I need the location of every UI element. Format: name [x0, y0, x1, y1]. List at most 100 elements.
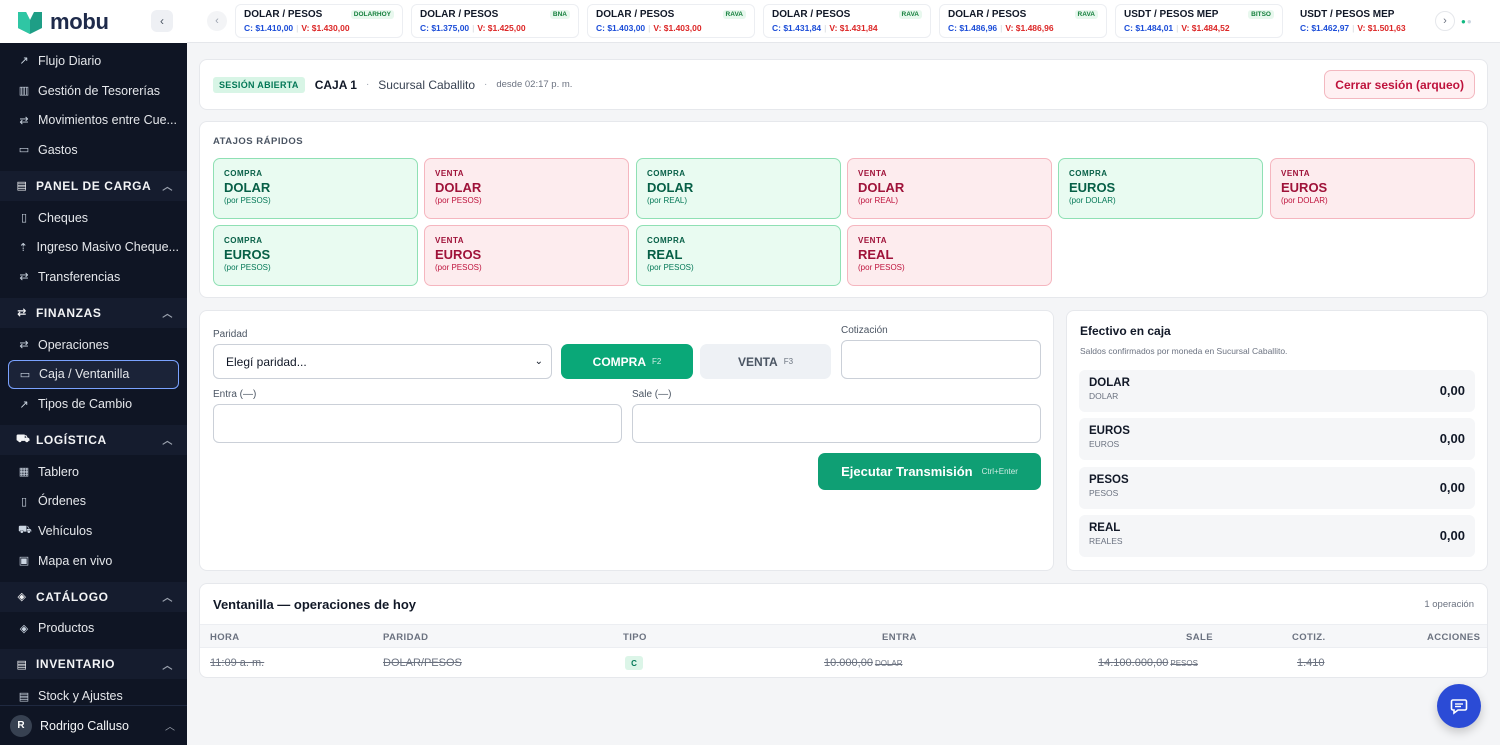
sidebar-item-caja-ventanilla[interactable]: ▭ Caja / Ventanilla [8, 359, 179, 390]
sidebar-item-vehiculos[interactable]: ⛟ Vehículos [8, 516, 179, 546]
map-icon: ▣ [18, 555, 30, 568]
shortcut-currency: DOLAR [858, 180, 905, 195]
ticker-buy: C: $1.403,00 [596, 23, 646, 33]
shortcut-by: (por DOLAR) [1069, 196, 1116, 205]
chevron-left-icon: ‹ [160, 14, 164, 28]
chevron-up-icon: ︿ [162, 593, 173, 605]
exchange-icon: ⇄ [17, 307, 27, 320]
currency-amount: 0,00 [1439, 431, 1465, 446]
ticker-card[interactable]: DOLAR / PESOS RAVA C: $1.431,84 | V: $1.431,… [763, 4, 931, 38]
ticker-pair: DOLAR / PESOS [772, 9, 851, 20]
cell-cotiz: 1.410 [1297, 657, 1325, 669]
shortcut-currency: DOLAR [224, 180, 271, 195]
ticker-prices: C: $1.403,00 | V: $1.403,00 [596, 23, 702, 33]
shortcut-card[interactable]: VENTA DOLAR (por PESOS) [424, 158, 629, 219]
compra-button[interactable]: COMPRA F2 [561, 344, 693, 379]
sidebar-item-tipos-de-cambio[interactable]: ↗ Tipos de Cambio [8, 389, 179, 419]
shortcut-card[interactable]: COMPRA EUROS (por PESOS) [213, 225, 418, 286]
shortcut-card[interactable]: VENTA EUROS (por DOLAR) [1270, 158, 1475, 219]
user-menu[interactable]: R Rodrigo Calluso ︿ [0, 705, 187, 745]
ticker-prices: C: $1.431,84 | V: $1.431,84 [772, 23, 878, 33]
entra-input[interactable] [213, 404, 622, 443]
section-title: FINANZAS [36, 305, 102, 320]
currency-sub: DOLAR [1089, 391, 1119, 401]
shortcut-by: (por PESOS) [435, 196, 482, 205]
th-hora: HORA [210, 632, 240, 643]
section-inventario[interactable]: ▤ INVENTARIO ︿ [0, 649, 187, 680]
sidebar-item-gestion-tesorerias[interactable]: ▥ Gestión de Tesorerías [8, 76, 179, 106]
sidebar-item-label: Productos [38, 621, 95, 636]
venta-button[interactable]: VENTA F3 [700, 344, 831, 379]
sidebar-item-flujo-diario[interactable]: ↗ Flujo Diario [8, 46, 179, 76]
section-catalogo[interactable]: ◈ CATÁLOGO ︿ [0, 581, 187, 612]
section-title: INVENTARIO [36, 657, 116, 672]
sidebar-item-stock[interactable]: ▤ Stock y Ajustes [8, 681, 179, 711]
section-logistica[interactable]: ⛟ LOGÍSTICA ︿ [0, 424, 187, 455]
shortcut-card[interactable]: COMPRA DOLAR (por REAL) [636, 158, 841, 219]
trend-icon: ↗ [19, 398, 29, 411]
chevron-up-icon: ︿ [165, 722, 175, 733]
paridad-select[interactable]: Elegí paridad... ⌄ [213, 344, 552, 379]
ticker-pagination-dots: ●● [1461, 16, 1473, 26]
sidebar-item-gastos[interactable]: ▭ Gastos [8, 135, 179, 165]
sidebar-item-productos[interactable]: ◈ Productos [8, 614, 179, 644]
ticker-card[interactable]: DOLAR / PESOS RAVA C: $1.486,96 | V: $1.486,… [939, 4, 1107, 38]
shortcut-card[interactable]: COMPRA DOLAR (por PESOS) [213, 158, 418, 219]
sidebar-item-operaciones[interactable]: ⇄ Operaciones [8, 330, 179, 360]
chat-icon [1450, 699, 1468, 715]
execute-button[interactable]: Ejecutar Transmisión Ctrl+Enter [818, 453, 1041, 490]
ticker-card[interactable]: DOLAR / PESOS BNA C: $1.375,00 | V: $1.425,0… [411, 4, 579, 38]
currency-sub: REALES [1089, 536, 1123, 546]
ticker-card[interactable]: DOLAR / PESOS RAVA C: $1.403,00 | V: $1.403,… [587, 4, 755, 38]
cash-row: REAL REALES 0,00 [1079, 515, 1475, 557]
entra-unit: DOLAR [874, 659, 903, 668]
ticker-card[interactable]: DOLAR / PESOS DOLARHOY C: $1.410,00 | V: $1.… [235, 4, 403, 38]
shortcut-by: (por PESOS) [224, 196, 271, 205]
section-finanzas[interactable]: ⇄ FINANZAS ︿ [0, 297, 187, 328]
grid-icon: ▦ [18, 466, 30, 479]
sidebar-item-mapa[interactable]: ▣ Mapa en vivo [8, 546, 179, 576]
chat-button[interactable] [1437, 684, 1481, 728]
currency-amount: 0,00 [1439, 528, 1465, 543]
sidebar-item-movimientos[interactable]: ⇄ Movimientos entre Cue... [8, 105, 179, 135]
sidebar-item-ingreso-masivo[interactable]: ⇡ Ingreso Masivo Cheque... [8, 232, 179, 262]
cotizacion-input[interactable] [841, 340, 1041, 379]
sidebar-item-transferencias[interactable]: ⇄ Transferencias [8, 262, 179, 292]
ticker-next-button[interactable]: › [1435, 11, 1455, 31]
shortcut-card[interactable]: COMPRA EUROS (por DOLAR) [1058, 158, 1263, 219]
warehouse-icon: ▤ [16, 658, 28, 671]
sale-input[interactable] [632, 404, 1041, 443]
currency-name: REAL [1089, 522, 1121, 534]
th-sale: SALE [1186, 632, 1213, 643]
sidebar-item-tablero[interactable]: ▦ Tablero [8, 457, 179, 487]
shortcut-card[interactable]: VENTA REAL (por PESOS) [847, 225, 1052, 286]
chevron-right-icon: › [1443, 15, 1447, 27]
ticker-buy: C: $1.484,01 [1124, 23, 1174, 33]
shortcut-card[interactable]: COMPRA REAL (por PESOS) [636, 225, 841, 286]
shortcut-card[interactable]: VENTA DOLAR (por REAL) [847, 158, 1052, 219]
operations-table: Ventanilla — operaciones de hoy 1 operac… [199, 583, 1488, 678]
ticker-pair: DOLAR / PESOS [596, 9, 675, 20]
ticker-card[interactable]: USDT / PESOS MEP BITSO C: $1.484,01 | V: $1.… [1115, 4, 1283, 38]
close-session-button[interactable]: Cerrar sesión (arqueo) [1324, 70, 1475, 99]
collapse-sidebar-button[interactable]: ‹ [151, 10, 173, 32]
th-acciones: ACCIONES [1427, 632, 1481, 643]
ticker-prices: C: $1.462,97 | V: $1.501,63 [1300, 23, 1406, 33]
venta-shortcut: F3 [783, 357, 794, 366]
shortcut-kind: COMPRA [224, 169, 263, 178]
sidebar-item-ordenes[interactable]: ▯ Órdenes [8, 487, 179, 517]
currency-sub: PESOS [1089, 488, 1119, 498]
sidebar-item-label: Ingreso Masivo Cheque... [36, 240, 179, 255]
compra-shortcut: F2 [652, 357, 662, 366]
section-panel-de-carga[interactable]: ▤ PANEL DE CARGA ︿ [0, 170, 187, 201]
ticker-card[interactable]: USDT / PESOS MEP C: $1.462,97 | V: $1.501,6… [1291, 4, 1421, 38]
shortcut-card[interactable]: VENTA EUROS (por PESOS) [424, 225, 629, 286]
ticker-buy: C: $1.431,84 [772, 23, 822, 33]
ticker-sell: V: $1.430,00 [301, 23, 350, 33]
shortcut-currency: EUROS [1069, 180, 1116, 195]
operation-form: Paridad Elegí paridad... ⌄ COMPRA F2 VENTA… [199, 310, 1054, 571]
currency-amount: 0,00 [1439, 480, 1465, 495]
sidebar-item-label: Gestión de Tesorerías [38, 83, 161, 98]
sidebar-item-cheques[interactable]: ▯ Cheques [8, 203, 179, 233]
ticker-prev-button[interactable]: ‹ [207, 11, 227, 31]
